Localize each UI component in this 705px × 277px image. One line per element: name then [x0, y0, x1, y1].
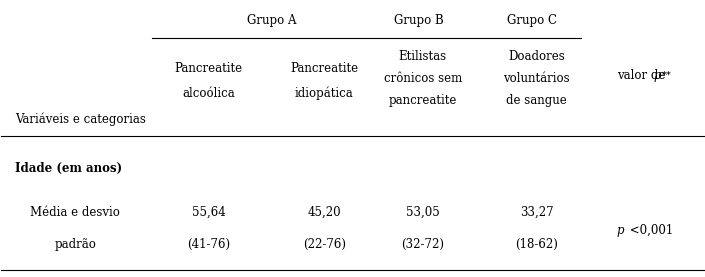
Text: Média e desvio: Média e desvio	[30, 206, 120, 219]
Text: **: **	[661, 71, 671, 80]
Text: Grupo A: Grupo A	[247, 14, 297, 27]
Text: idiopática: idiopática	[295, 86, 354, 100]
Text: valor de: valor de	[617, 69, 668, 82]
Text: Grupo B: Grupo B	[394, 14, 444, 27]
Text: Etilistas: Etilistas	[398, 50, 447, 63]
Text: Pancreatite: Pancreatite	[174, 62, 243, 75]
Text: (18-62): (18-62)	[515, 238, 558, 251]
Text: Grupo C: Grupo C	[507, 14, 556, 27]
Text: <0,001: <0,001	[625, 224, 673, 237]
Text: 55,64: 55,64	[192, 206, 226, 219]
Text: (41-76): (41-76)	[187, 238, 230, 251]
Text: voluntários: voluntários	[503, 72, 570, 85]
Text: padrão: padrão	[54, 238, 96, 251]
Text: (22-76): (22-76)	[303, 238, 346, 251]
Text: 53,05: 53,05	[406, 206, 440, 219]
Text: p: p	[654, 69, 661, 82]
Text: Idade (em anos): Idade (em anos)	[16, 162, 123, 175]
Text: p: p	[617, 224, 624, 237]
Text: crônicos sem: crônicos sem	[384, 72, 462, 85]
Text: Doadores: Doadores	[508, 50, 565, 63]
Text: de sangue: de sangue	[506, 94, 567, 107]
Text: alcoólica: alcoólica	[182, 87, 235, 100]
Text: Pancreatite: Pancreatite	[290, 62, 358, 75]
Text: 33,27: 33,27	[520, 206, 553, 219]
Text: 45,20: 45,20	[307, 206, 341, 219]
Text: Variáveis e categorias: Variáveis e categorias	[16, 112, 147, 126]
Text: (32-72): (32-72)	[401, 238, 444, 251]
Text: pancreatite: pancreatite	[388, 94, 457, 107]
